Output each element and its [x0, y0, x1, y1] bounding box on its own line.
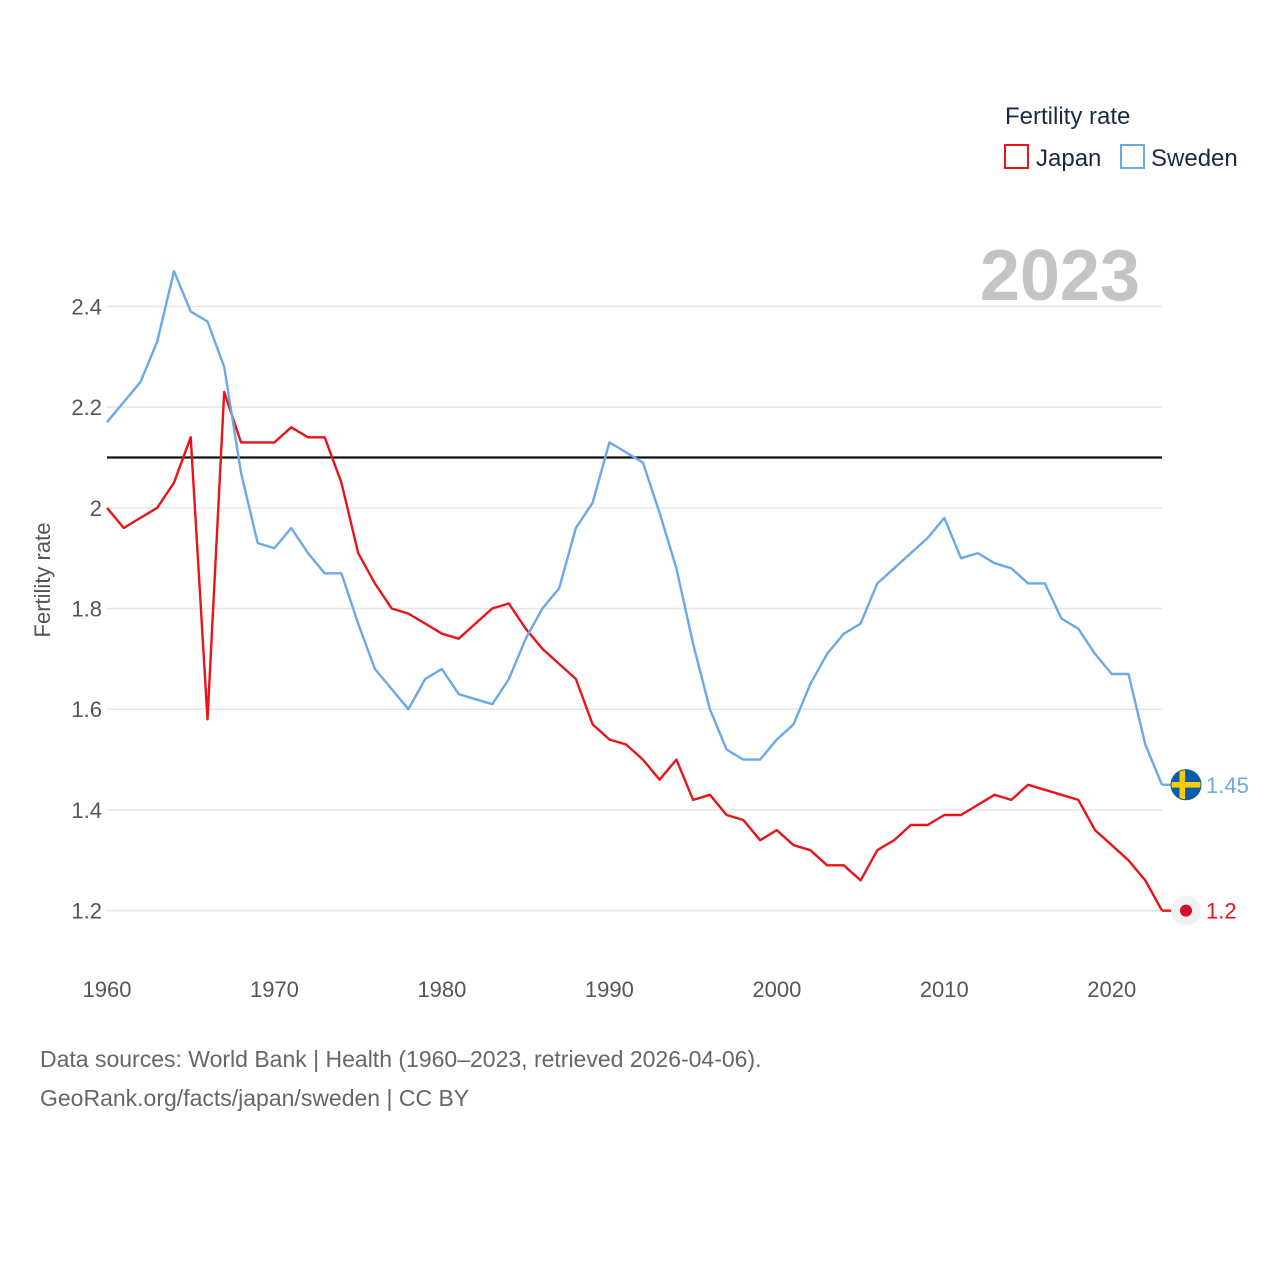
source-line-1: Data sources: World Bank | Health (1960–…	[40, 1046, 762, 1072]
legend-item-japan[interactable]: Japan	[1004, 144, 1101, 172]
end-label-sweden: 1.45	[1206, 773, 1249, 798]
sweden-flag-icon	[1170, 769, 1202, 801]
x-tick-label: 1990	[585, 977, 634, 1002]
legend-item-sweden[interactable]: Sweden	[1120, 144, 1238, 172]
source-line-2: GeoRank.org/facts/japan/sweden | CC BY	[40, 1085, 470, 1111]
japan-flag-icon	[1171, 895, 1201, 926]
data-source-note: Data sources: World Bank | Health (1960–…	[40, 1040, 762, 1118]
y-axis-title: Fertility rate	[30, 523, 55, 638]
gridlines	[107, 305, 1162, 912]
y-tick-label: 1.2	[71, 899, 102, 924]
x-tick-label: 2020	[1087, 977, 1136, 1002]
x-tick-label: 1960	[83, 977, 132, 1002]
x-tick-label: 1970	[250, 977, 299, 1002]
series-lines[interactable]	[106, 270, 1164, 912]
series-line-sweden[interactable]	[106, 270, 1164, 786]
end-label-japan: 1.2	[1206, 899, 1237, 924]
year-label: 2023	[980, 236, 1140, 316]
y-tick-label: 1.8	[71, 597, 102, 622]
y-tick-label: 2.4	[71, 294, 102, 319]
x-tick-label: 1980	[417, 977, 466, 1002]
y-tick-label: 1.6	[71, 697, 102, 722]
x-tick-label: 2010	[920, 977, 969, 1002]
y-tick-label: 2.2	[71, 395, 102, 420]
x-axis-ticks: 1960 1970 1980 1990 2000 2010 2020	[83, 977, 1137, 1002]
legend-title: Fertility rate	[1005, 103, 1130, 130]
y-tick-label: 1.4	[71, 798, 102, 823]
y-axis-ticks: 1.2 1.4 1.6 1.8 2 2.2 2.4	[71, 294, 102, 923]
legend-swatch-japan	[1004, 144, 1029, 169]
legend: Fertility rate Japan Sweden	[1004, 103, 1238, 172]
legend-label-sweden: Sweden	[1151, 145, 1238, 172]
legend-swatch-sweden	[1120, 144, 1145, 169]
x-tick-label: 2000	[752, 977, 801, 1002]
legend-label-japan: Japan	[1036, 145, 1101, 172]
y-tick-label: 2	[90, 496, 102, 521]
series-line-japan[interactable]	[106, 390, 1164, 912]
end-markers: 1.2 1.45	[1162, 769, 1249, 926]
